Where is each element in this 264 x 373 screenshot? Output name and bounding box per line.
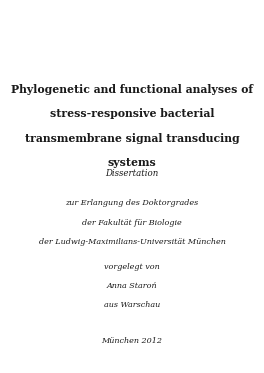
Text: Phylogenetic and functional analyses of: Phylogenetic and functional analyses of <box>11 84 253 95</box>
Text: Anna Staroń: Anna Staroń <box>107 282 157 290</box>
Text: Dissertation: Dissertation <box>105 169 159 178</box>
Text: der Fakultät für Biologie: der Fakultät für Biologie <box>82 219 182 227</box>
Text: der Ludwig-Maximilians-Universität München: der Ludwig-Maximilians-Universität Münch… <box>39 238 225 246</box>
Text: transmembrane signal transducing: transmembrane signal transducing <box>25 132 239 144</box>
Text: aus Warschau: aus Warschau <box>104 301 160 310</box>
Text: München 2012: München 2012 <box>101 337 163 345</box>
Text: stress-responsive bacterial: stress-responsive bacterial <box>50 108 214 119</box>
Text: systems: systems <box>108 157 156 168</box>
Text: vorgelegt von: vorgelegt von <box>104 263 160 271</box>
Text: zur Erlangung des Doktorgrades: zur Erlangung des Doktorgrades <box>65 199 199 207</box>
